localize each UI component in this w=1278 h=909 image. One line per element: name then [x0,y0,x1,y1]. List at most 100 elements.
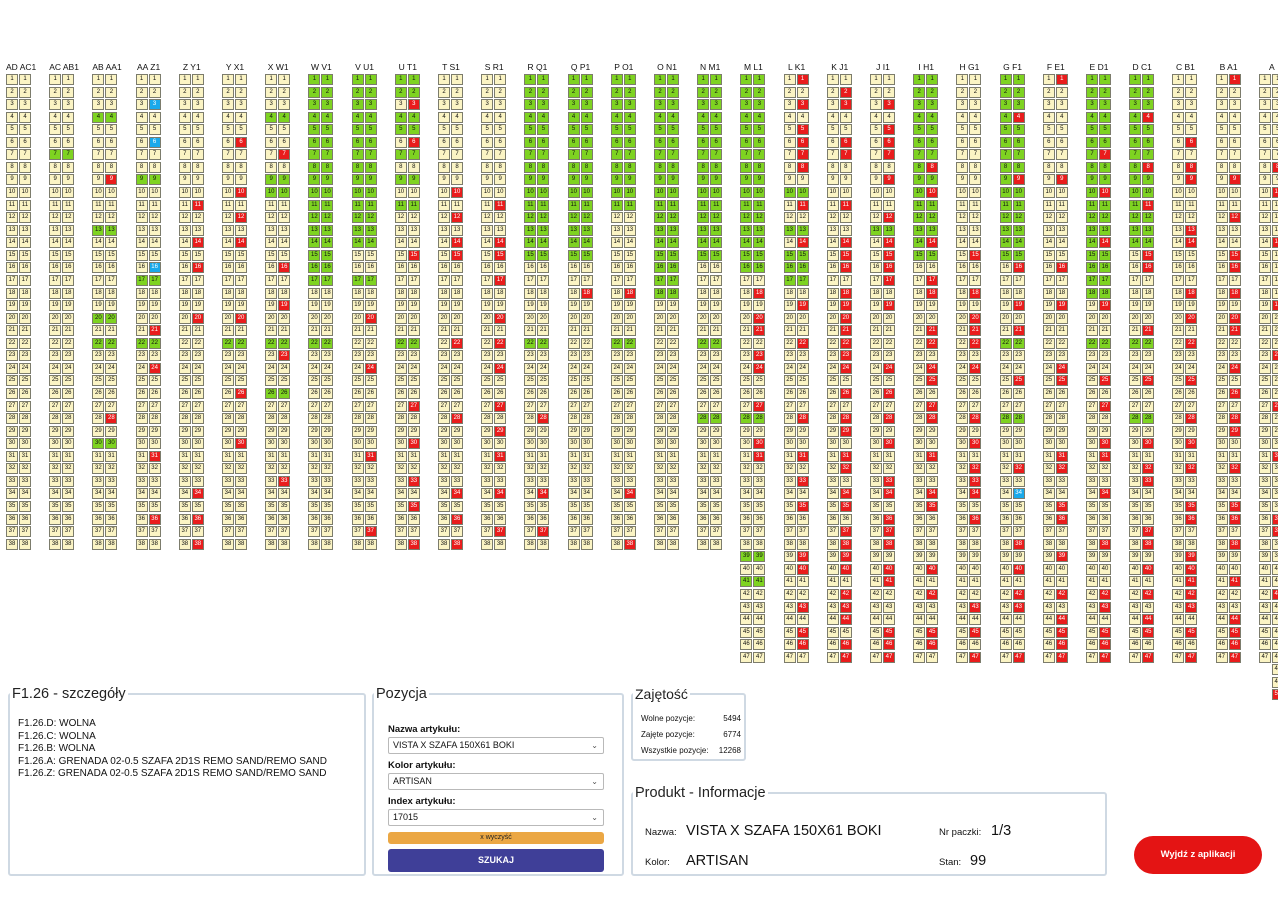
rack-cell[interactable]: 42 [1142,588,1155,600]
rack-cell[interactable]: 7 [191,149,204,161]
rack-cell[interactable]: 18 [278,287,291,299]
rack-cell[interactable]: 21 [235,325,247,337]
rack-cell[interactable]: 28 [6,413,18,425]
rack-cell[interactable]: 27 [308,400,321,412]
rack-cell[interactable]: 17 [394,274,407,286]
rack-cell[interactable]: 38 [740,538,753,550]
rack-cell[interactable]: 15 [178,249,191,261]
rack-cell[interactable]: 29 [610,425,623,437]
rack-cell[interactable]: 24 [913,362,926,374]
rack-cell[interactable]: 5 [710,124,723,136]
rack-cell[interactable]: 12 [407,212,420,224]
rack-cell[interactable]: 31 [610,450,623,462]
rack-cell[interactable]: 6 [351,136,364,148]
rack-cell[interactable]: 32 [19,463,31,475]
rack-cell[interactable]: 29 [826,425,839,437]
rack-cell[interactable]: 3 [1099,99,1111,111]
rack-cell[interactable]: 8 [537,161,550,173]
rack-cell[interactable]: 26 [623,388,636,399]
rack-cell[interactable]: 26 [407,388,420,399]
rack-cell[interactable]: 33 [667,475,679,487]
rack-cell[interactable]: 17 [839,274,852,286]
rack-cell[interactable]: 43 [1228,601,1241,613]
rack-cell[interactable]: 13 [1271,224,1278,236]
rack-cell[interactable]: 22 [1228,337,1241,349]
rack-cell[interactable]: 43 [783,601,796,613]
rack-cell[interactable]: 24 [623,362,636,374]
rack-cell[interactable]: 16 [667,262,679,274]
rack-cell[interactable]: 24 [796,362,809,374]
rack-cell[interactable]: 7 [1012,149,1025,161]
rack-cell[interactable]: 32 [308,463,321,475]
rack-cell[interactable]: 28 [710,413,723,425]
rack-cell[interactable]: 5 [451,124,463,136]
rack-cell[interactable]: 26 [394,388,407,399]
rack-cell[interactable]: 30 [697,438,710,450]
rack-cell[interactable]: 39 [1129,551,1142,563]
rack-cell[interactable]: 25 [407,375,420,387]
rack-cell[interactable]: 1 [321,74,334,85]
rack-cell[interactable]: 29 [1172,425,1185,437]
rack-cell[interactable]: 36 [351,513,364,525]
rack-cell[interactable]: 13 [308,224,321,236]
rack-cell[interactable]: 30 [49,438,62,450]
rack-cell[interactable]: 10 [135,187,148,199]
rack-cell[interactable]: 29 [394,425,407,437]
rack-cell[interactable]: 2 [654,86,666,98]
rack-cell[interactable]: 2 [1215,86,1228,98]
rack-cell[interactable]: 30 [1055,438,1068,450]
rack-cell[interactable]: 20 [1086,312,1098,324]
rack-cell[interactable]: 35 [826,501,839,513]
rack-cell[interactable]: 36 [870,513,882,525]
rack-cell[interactable]: 35 [1012,501,1025,513]
rack-cell[interactable]: 11 [1258,199,1271,211]
rack-cell[interactable]: 7 [1055,149,1068,161]
rack-cell[interactable]: 10 [697,187,710,199]
rack-cell[interactable]: 29 [49,425,62,437]
rack-cell[interactable]: 14 [148,237,161,249]
rack-cell[interactable]: 6 [537,136,550,148]
rack-cell[interactable]: 5 [222,124,234,136]
rack-cell[interactable]: 25 [1172,375,1185,387]
rack-cell[interactable]: 9 [654,174,666,186]
rack-cell[interactable]: 38 [524,538,537,550]
rack-cell[interactable]: 8 [6,161,18,173]
rack-cell[interactable]: 28 [1055,413,1068,425]
rack-cell[interactable]: 7 [1228,149,1241,161]
rack-cell[interactable]: 2 [278,86,291,98]
rack-cell[interactable]: 11 [351,199,364,211]
rack-cell[interactable]: 44 [870,614,882,626]
rack-cell[interactable]: 18 [1129,287,1142,299]
rack-cell[interactable]: 30 [926,438,939,450]
rack-cell[interactable]: 30 [1129,438,1142,450]
rack-cell[interactable]: 32 [191,463,204,475]
rack-cell[interactable]: 29 [524,425,537,437]
rack-cell[interactable]: 33 [1271,475,1278,487]
rack-cell[interactable]: 42 [1086,588,1098,600]
rack-cell[interactable]: 24 [222,362,234,374]
rack-cell[interactable]: 9 [1055,174,1068,186]
rack-cell[interactable]: 1 [1258,74,1271,85]
rack-cell[interactable]: 25 [883,375,895,387]
rack-cell[interactable]: 23 [1142,350,1155,362]
rack-cell[interactable]: 19 [49,300,62,312]
rack-cell[interactable]: 6 [913,136,926,148]
rack-cell[interactable]: 3 [1086,99,1098,111]
rack-cell[interactable]: 9 [364,174,377,186]
rack-cell[interactable]: 11 [783,199,796,211]
rack-cell[interactable]: 8 [524,161,537,173]
rack-cell[interactable]: 6 [1086,136,1098,148]
rack-cell[interactable]: 8 [494,161,507,173]
rack-cell[interactable]: 17 [740,274,753,286]
rack-cell[interactable]: 33 [451,475,463,487]
rack-cell[interactable]: 36 [407,513,420,525]
rack-cell[interactable]: 22 [351,337,364,349]
rack-cell[interactable]: 39 [1099,551,1111,563]
rack-cell[interactable]: 12 [697,212,710,224]
rack-cell[interactable]: 8 [451,161,463,173]
rack-cell[interactable]: 36 [783,513,796,525]
rack-cell[interactable]: 38 [19,538,31,550]
rack-cell[interactable]: 42 [826,588,839,600]
rack-cell[interactable]: 32 [148,463,161,475]
rack-cell[interactable]: 1 [610,74,623,85]
